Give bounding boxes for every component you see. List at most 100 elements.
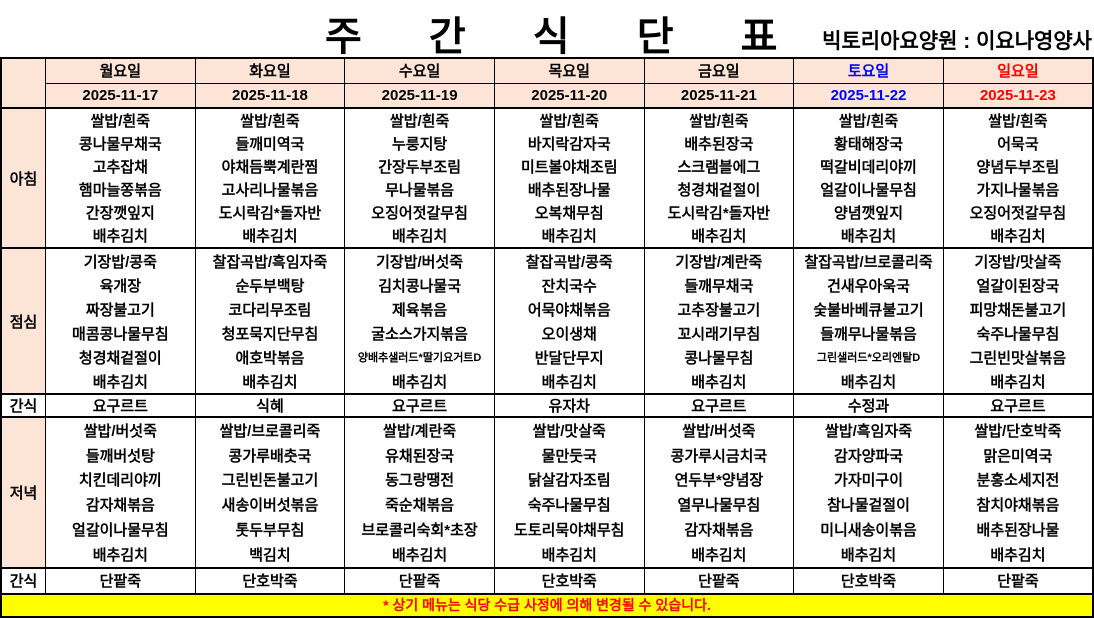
menu-item: 배추김치: [691, 546, 747, 564]
menu-item: 닭살감자조림: [527, 472, 611, 490]
menu-item: 감자채볶음: [85, 497, 155, 515]
menu-item: 배추된장나물: [976, 522, 1060, 540]
menu-item: 배추김치: [990, 228, 1046, 245]
breakfast-cell-2: 쌀밥/흰죽 들깨미역국 야채듬뿍계란찜 고사리나물볶음 도시락김*돌자반 배추김치: [194, 107, 346, 249]
menu-item: 쌀밥/흰죽: [988, 113, 1048, 130]
menu-item: 반달단무지: [534, 349, 604, 367]
lunch-cell-4: 찰잡곡밥/콩죽 잔치국수 어묵야채볶음 오이생채 반달단무지 배추김치: [493, 247, 645, 395]
menu-item: 배추김치: [541, 546, 597, 564]
menu-item: 쌀밥/흰죽: [90, 113, 150, 130]
menu-item: 코다리무조림: [228, 301, 312, 319]
row-label-snack2: 간식: [0, 566, 46, 595]
date-cell-3: 2025-11-19: [344, 82, 495, 109]
menu-item: 건새우아욱국: [827, 277, 910, 295]
menu-item: 배추김치: [392, 228, 448, 245]
menu-item: 얼갈이나물무침: [72, 522, 169, 540]
menu-item: 매콤콩나물무침: [72, 325, 169, 343]
day-header-3: 수요일: [344, 57, 495, 84]
menu-item: 들깨무나물볶음: [820, 325, 917, 343]
row-label-lunch: 점심: [0, 247, 46, 395]
menu-item: 콩나물무침: [684, 349, 754, 367]
menu-item: 누룽지탕: [392, 136, 448, 153]
menu-item: 스크램블에그: [677, 159, 761, 176]
menu-item: 찰잡곡밥/브로콜리죽: [804, 253, 933, 271]
menu-item: 미트볼야채조림: [520, 159, 618, 176]
day-header-1: 월요일: [45, 57, 196, 84]
menu-item: 기장밥/콩죽: [83, 253, 157, 271]
lunch-cell-3: 기장밥/버섯죽 김치콩나물국 제육볶음 굴소스가지볶음 양배추샐러드*딸기요거트D 배추김…: [344, 247, 495, 395]
breakfast-cell-6: 쌀밥/흰죽 황태해장국 떡갈비데리야끼 얼갈이나물무침 양념깻잎지 배추김치: [793, 107, 944, 249]
menu-item: 순두부백탕: [235, 277, 305, 295]
menu-item: 어묵야채볶음: [527, 301, 611, 319]
lunch-cell-1: 기장밥/콩죽 육개장 짜장불고기 매콤콩나물무침 청경채겉절이 배추김치: [45, 247, 196, 395]
menu-item: 황태해장국: [834, 136, 904, 153]
menu-item: 꼬시래기무침: [677, 325, 761, 343]
lunch-cell-7: 기장밥/맛살죽 얼갈이된장국 피망채돈불고기 숙주나물무침 그린빈맛살볶음 배추김치: [942, 247, 1094, 395]
menu-item: 오복채무침: [534, 205, 604, 222]
menu-item: 동그랑땡전: [385, 472, 455, 490]
snack2-cell-7: 단팥죽: [942, 566, 1094, 595]
menu-item: 야채듬뿍계란찜: [221, 159, 319, 176]
lunch-cell-6: 찰잡곡밥/브로콜리죽 건새우아욱국 숯불바베큐불고기 들깨무나물볶음 그린샐러드*오리엔…: [793, 247, 944, 395]
menu-item: 배추김치: [242, 373, 298, 391]
menu-item: 청경채겉절이: [677, 182, 761, 199]
menu-item: 쌀밥/버섯죽: [83, 422, 157, 440]
menu-item: 참치야채볶음: [976, 497, 1060, 515]
menu-item: 쌀밥/흰죽: [539, 113, 599, 130]
menu-item: 톳두부무침: [235, 522, 305, 540]
snack2-cell-2: 단호박죽: [194, 566, 346, 595]
snack2-cell-5: 단팥죽: [643, 566, 795, 595]
menu-item: 배추김치: [840, 228, 897, 245]
menu-item: 찰잡곡밥/콩죽: [525, 253, 613, 271]
date-cell-1: 2025-11-17: [45, 82, 196, 109]
menu-item: 청경채겉절이: [78, 349, 162, 367]
menu-item: 도토리묵야채무침: [514, 522, 625, 540]
menu-item: 간장두부조림: [378, 159, 461, 176]
menu-item: 맑은미역국: [983, 447, 1053, 465]
menu-item: 얼갈이나물무침: [820, 182, 917, 199]
menu-item: 배추김치: [990, 373, 1046, 391]
menu-item: 감자양파국: [834, 447, 904, 465]
menu-item: 쌀밥/흰죽: [240, 113, 300, 130]
snack2-cell-3: 단팥죽: [344, 566, 495, 595]
date-cell-7: 2025-11-23: [942, 82, 1094, 109]
menu-item: 숙주나물무침: [976, 325, 1060, 343]
breakfast-cell-5: 쌀밥/흰죽 배추된장국 스크램블에그 청경채겉절이 도시락김*돌자반 배추김치: [643, 107, 795, 249]
menu-item: 배추된장나물: [527, 182, 611, 199]
day-header-6: 토요일: [793, 57, 944, 84]
menu-item: 배추김치: [242, 228, 298, 245]
menu-item: 쌀밥/흑임자죽: [825, 422, 912, 440]
menu-item: 배추김치: [392, 373, 448, 391]
snack1-cell-7: 요구르트: [942, 393, 1094, 418]
menu-item: 어묵국: [997, 136, 1039, 153]
breakfast-cell-4: 쌀밥/흰죽 바지락감자국 미트볼야채조림 배추된장나물 오복채무침 배추김치: [493, 107, 645, 249]
menu-item: 배추된장국: [684, 136, 754, 153]
dinner-cell-6: 쌀밥/흑임자죽 감자양파국 가자미구이 참나물겉절이 미니새송이볶음 배추김치: [793, 416, 944, 569]
menu-item: 쌀밥/단호박죽: [974, 422, 1062, 440]
menu-item: 무나물볶음: [385, 182, 455, 199]
menu-item: 짜장불고기: [85, 301, 155, 319]
menu-item: 바지락감자국: [527, 136, 611, 153]
menu-item: 오징어젓갈무침: [371, 205, 468, 222]
menu-item: 애호박볶음: [235, 349, 305, 367]
snack2-cell-6: 단호박죽: [793, 566, 944, 595]
menu-item: 브로콜리숙회*초장: [361, 522, 478, 540]
menu-item: 찰잡곡밥/흑임자죽: [212, 253, 328, 271]
row-label-breakfast: 아침: [0, 107, 46, 249]
menu-item: 떡갈비데리야끼: [820, 159, 917, 176]
menu-item: 배추김치: [691, 228, 747, 245]
menu-item: 새송이버섯볶음: [221, 497, 319, 515]
day-header-7: 일요일: [942, 57, 1094, 84]
menu-item: 죽순채볶음: [385, 497, 455, 515]
menu-item: 고추잡채: [92, 159, 148, 176]
snack1-cell-6: 수정과: [793, 393, 944, 418]
menu-item: 분홍소세지전: [976, 472, 1060, 490]
menu-item: 제육볶음: [392, 301, 448, 319]
menu-item: 배추김치: [392, 546, 448, 564]
menu-item: 기장밥/계란죽: [675, 253, 763, 271]
dinner-cell-2: 쌀밥/브로콜리죽 콩가루배춧국 그린빈돈불고기 새송이버섯볶음 톳두부무침 백김치: [194, 416, 346, 569]
date-cell-4: 2025-11-20: [493, 82, 645, 109]
menu-item: 콩가루배춧국: [228, 447, 312, 465]
menu-item: 배추김치: [541, 373, 597, 391]
menu-item: 배추김치: [691, 373, 747, 391]
